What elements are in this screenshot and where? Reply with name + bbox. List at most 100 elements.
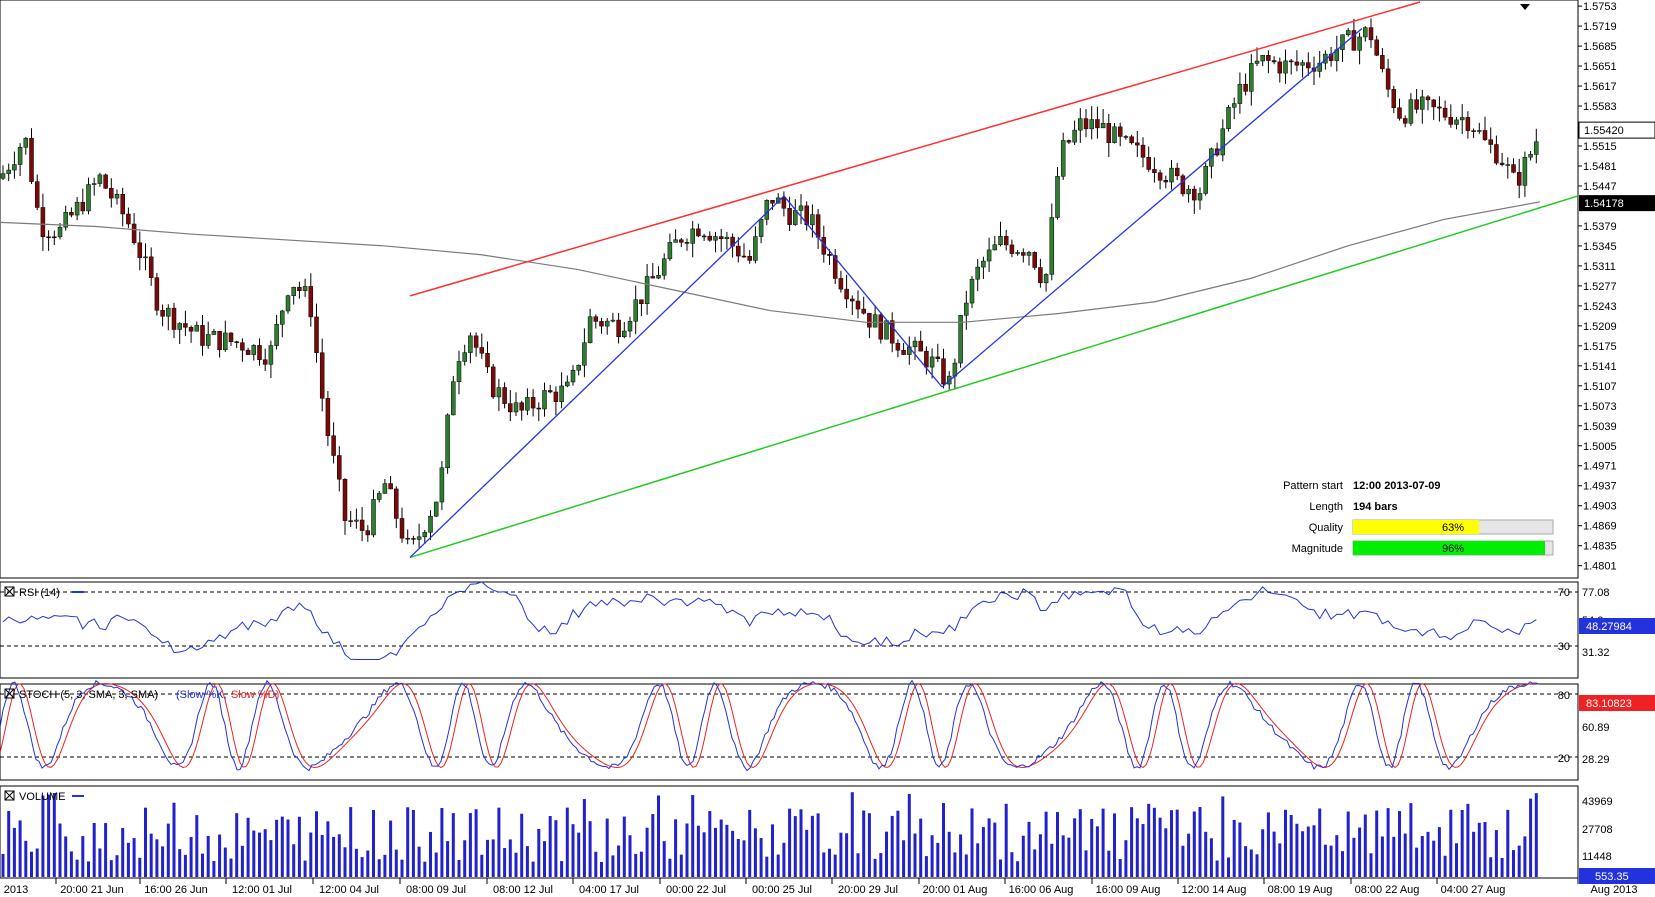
candle-body [1243,83,1248,92]
candle-body [468,335,473,353]
candle-body [1414,99,1419,110]
candle-body [462,352,467,362]
volume-bar [463,840,467,877]
candle-body [1100,123,1106,129]
stoch-close-icon[interactable] [4,688,15,699]
candle-body [1271,60,1277,63]
candle-body [257,345,262,360]
volume-bar [1403,833,1407,877]
candle-body [1528,154,1533,158]
candle-body [964,302,969,316]
volume-bar [69,851,73,877]
candle-body [1437,106,1442,109]
volume-bar [600,861,603,877]
price-tick-label: 1.4869 [1583,521,1617,533]
volume-bar [1215,860,1219,877]
candle-body [707,235,713,241]
candle-body [34,181,40,208]
volume-bar [1170,810,1173,877]
volume-bar [508,839,512,877]
volume-bar [30,851,33,877]
volume-bar [440,808,444,877]
volume-bar [674,819,678,877]
volume-bar [109,860,113,877]
candle-body [325,398,331,437]
volume-bar [1033,849,1037,877]
time-tick-label: 08:00 19 Aug [1268,884,1333,896]
volume-bar [976,843,980,877]
volume-bar [548,816,552,877]
volume-bar [1016,861,1020,877]
rsi-last-box [1579,618,1655,634]
price-tick-label: 1.5073 [1583,401,1617,413]
stoch-level-20: 20 [1558,753,1570,765]
candle-body [1277,61,1283,74]
candle-body [969,278,975,304]
volume-bar [1278,843,1282,877]
volume-bar [1038,834,1042,877]
volume-bar [1061,835,1065,877]
volume-bar [702,832,706,877]
volume-bar [565,807,569,877]
candle-body [1112,126,1117,143]
candle-body [1032,252,1037,268]
candle-body [525,397,530,411]
volume-bar [611,855,615,877]
volume-bar [258,832,261,877]
volume-bar [577,832,581,877]
volume-bar [936,842,940,877]
candle-body [1368,27,1374,41]
candle-body [1089,119,1094,130]
candle-body [867,312,872,328]
candle-body [131,223,137,244]
candle-body [245,349,251,355]
volume-bar [759,838,763,877]
price-tick-label: 1.5005 [1583,441,1617,453]
volume-bar [343,847,347,877]
candle-body [1442,107,1448,118]
volume-bar [1517,845,1521,877]
time-tick-label: 12:00 04 Jul [319,884,379,896]
volume-bar [41,795,45,877]
volume-bar [771,824,774,877]
candle-body [1055,176,1060,218]
volume-bar [47,794,51,877]
candle-body [285,295,291,312]
time-tick-label: 00:00 25 Jul [752,884,812,896]
volume-bar [1284,809,1287,877]
candle-body [1511,164,1516,173]
volume-close-icon-cross [4,790,15,801]
volume-bar [1152,807,1156,877]
candle-body [314,316,319,353]
candle-body [565,381,570,387]
volume-bar [275,819,279,877]
candle-body [1300,62,1305,66]
stoch-layer [0,679,1578,772]
candle-body [736,245,741,257]
volume-bar [719,819,723,877]
candle-body [770,200,775,204]
candle-body [416,536,422,540]
volume-bar [959,834,963,877]
candle-body [319,352,325,399]
candle-body [530,397,536,409]
candle-body [1454,119,1459,125]
volume-axis-label-bottom: 11448 [1582,851,1612,863]
volume-bar [691,795,695,877]
volume-bar [429,831,432,877]
volume-close-icon[interactable] [4,790,15,801]
rsi-title-text: RSI (14) [19,587,60,599]
stoch-last-value: 83.10823 [1586,698,1632,710]
candle-body [701,235,707,238]
candle-body [479,347,485,354]
rsi-close-icon[interactable] [4,586,15,597]
candle-body [1117,126,1123,137]
rsi-panel [0,581,1579,679]
candle-body [884,320,889,340]
price-tick-label: 1.4903 [1583,501,1617,513]
volume-last-box [1579,868,1655,884]
zigzag-segment [941,27,1363,388]
candle-body [644,276,650,304]
stoch-d-line [0,682,1540,769]
